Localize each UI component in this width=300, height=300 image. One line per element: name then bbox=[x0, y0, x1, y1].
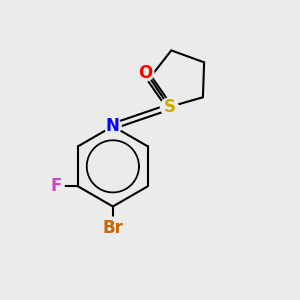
Circle shape bbox=[102, 217, 124, 238]
Circle shape bbox=[49, 179, 64, 194]
Circle shape bbox=[160, 98, 178, 116]
Circle shape bbox=[104, 118, 121, 134]
Text: N: N bbox=[106, 117, 120, 135]
Text: O: O bbox=[138, 64, 153, 82]
Text: F: F bbox=[51, 177, 62, 195]
Circle shape bbox=[137, 64, 154, 81]
Text: S: S bbox=[163, 98, 175, 116]
Text: Br: Br bbox=[102, 219, 123, 237]
